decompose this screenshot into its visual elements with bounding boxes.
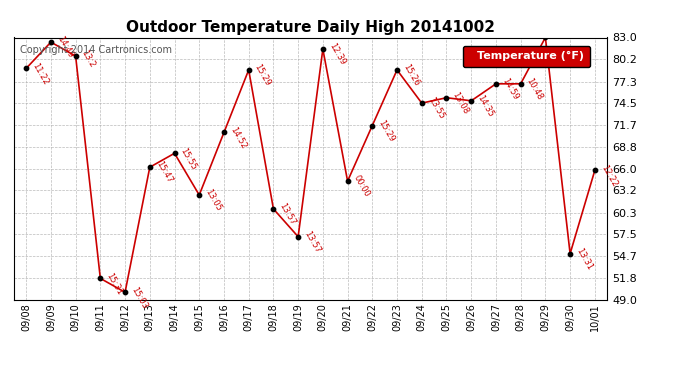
Point (95, 275, 106, 281)
Point (119, 289, 130, 295)
Text: 15:47: 15:47 (154, 160, 174, 185)
Point (589, 167, 600, 173)
Text: 13:08: 13:08 (451, 90, 471, 116)
Text: 14:35: 14:35 (475, 93, 495, 119)
Point (268, 206, 279, 212)
Text: 15:31: 15:31 (104, 271, 124, 296)
Point (540, 34, 551, 40)
Text: 00:00: 00:00 (352, 174, 371, 199)
Text: 14:49: 14:49 (55, 35, 75, 60)
Text: 15:26: 15:26 (401, 63, 421, 88)
Point (293, 234, 304, 240)
Point (515, 81, 526, 87)
Text: 14:52: 14:52 (228, 125, 248, 150)
Point (564, 251, 575, 257)
Legend: Temperature (°F): Temperature (°F) (463, 46, 590, 67)
Point (466, 98, 477, 104)
Point (317, 46, 328, 52)
Point (169, 150, 180, 156)
Text: 13:05: 13:05 (204, 188, 223, 213)
Text: 11:22: 11:22 (30, 61, 50, 86)
Text: 13:31: 13:31 (574, 246, 594, 272)
Text: 15:29: 15:29 (377, 118, 396, 143)
Point (416, 100, 427, 106)
Point (219, 129, 230, 135)
Text: 15:55: 15:55 (179, 146, 198, 171)
Point (367, 123, 378, 129)
Point (391, 67, 402, 73)
Text: 13:57: 13:57 (302, 230, 322, 255)
Point (46, 39, 57, 45)
Point (243, 67, 254, 73)
Text: 13:57: 13:57 (277, 202, 297, 227)
Text: Copyright 2014 Cartronics.com: Copyright 2014 Cartronics.com (20, 45, 172, 56)
Text: 13:2: 13:2 (80, 49, 97, 69)
Text: 14:59: 14:59 (500, 76, 520, 102)
Text: 15:29: 15:29 (253, 63, 273, 88)
Point (342, 178, 353, 184)
Text: 10:48: 10:48 (525, 76, 544, 102)
Text: 12:39: 12:39 (327, 42, 347, 67)
Point (21, 65, 32, 71)
Title: Outdoor Temperature Daily High 20141002: Outdoor Temperature Daily High 20141002 (126, 20, 495, 35)
Point (441, 95, 452, 101)
Text: 13:55: 13:55 (426, 96, 446, 121)
Text: 12:22: 12:22 (599, 163, 619, 188)
Point (194, 192, 205, 198)
Point (491, 81, 502, 87)
Text: 15:03: 15:03 (129, 285, 149, 310)
Point (70, 53, 81, 59)
Point (144, 164, 155, 170)
